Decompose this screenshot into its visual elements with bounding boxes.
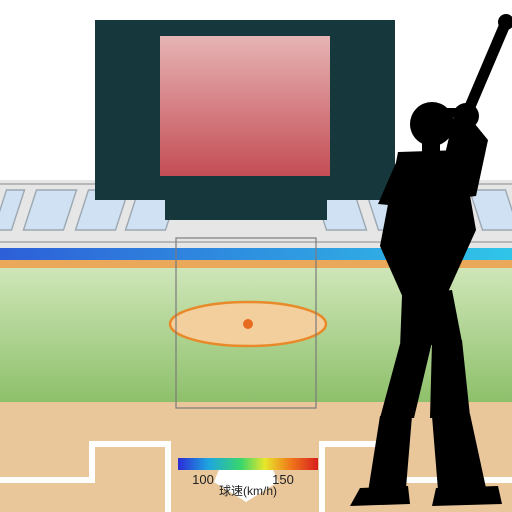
svg-text:100: 100 xyxy=(192,472,214,487)
pitch-location-diagram: 100150 球速(km/h) xyxy=(0,0,512,512)
scoreboard-base xyxy=(165,190,327,220)
speed-legend-label: 球速(km/h) xyxy=(219,484,277,498)
speed-legend-bar xyxy=(178,458,318,470)
scoreboard-screen xyxy=(160,36,330,176)
pitch-marker xyxy=(243,319,253,329)
